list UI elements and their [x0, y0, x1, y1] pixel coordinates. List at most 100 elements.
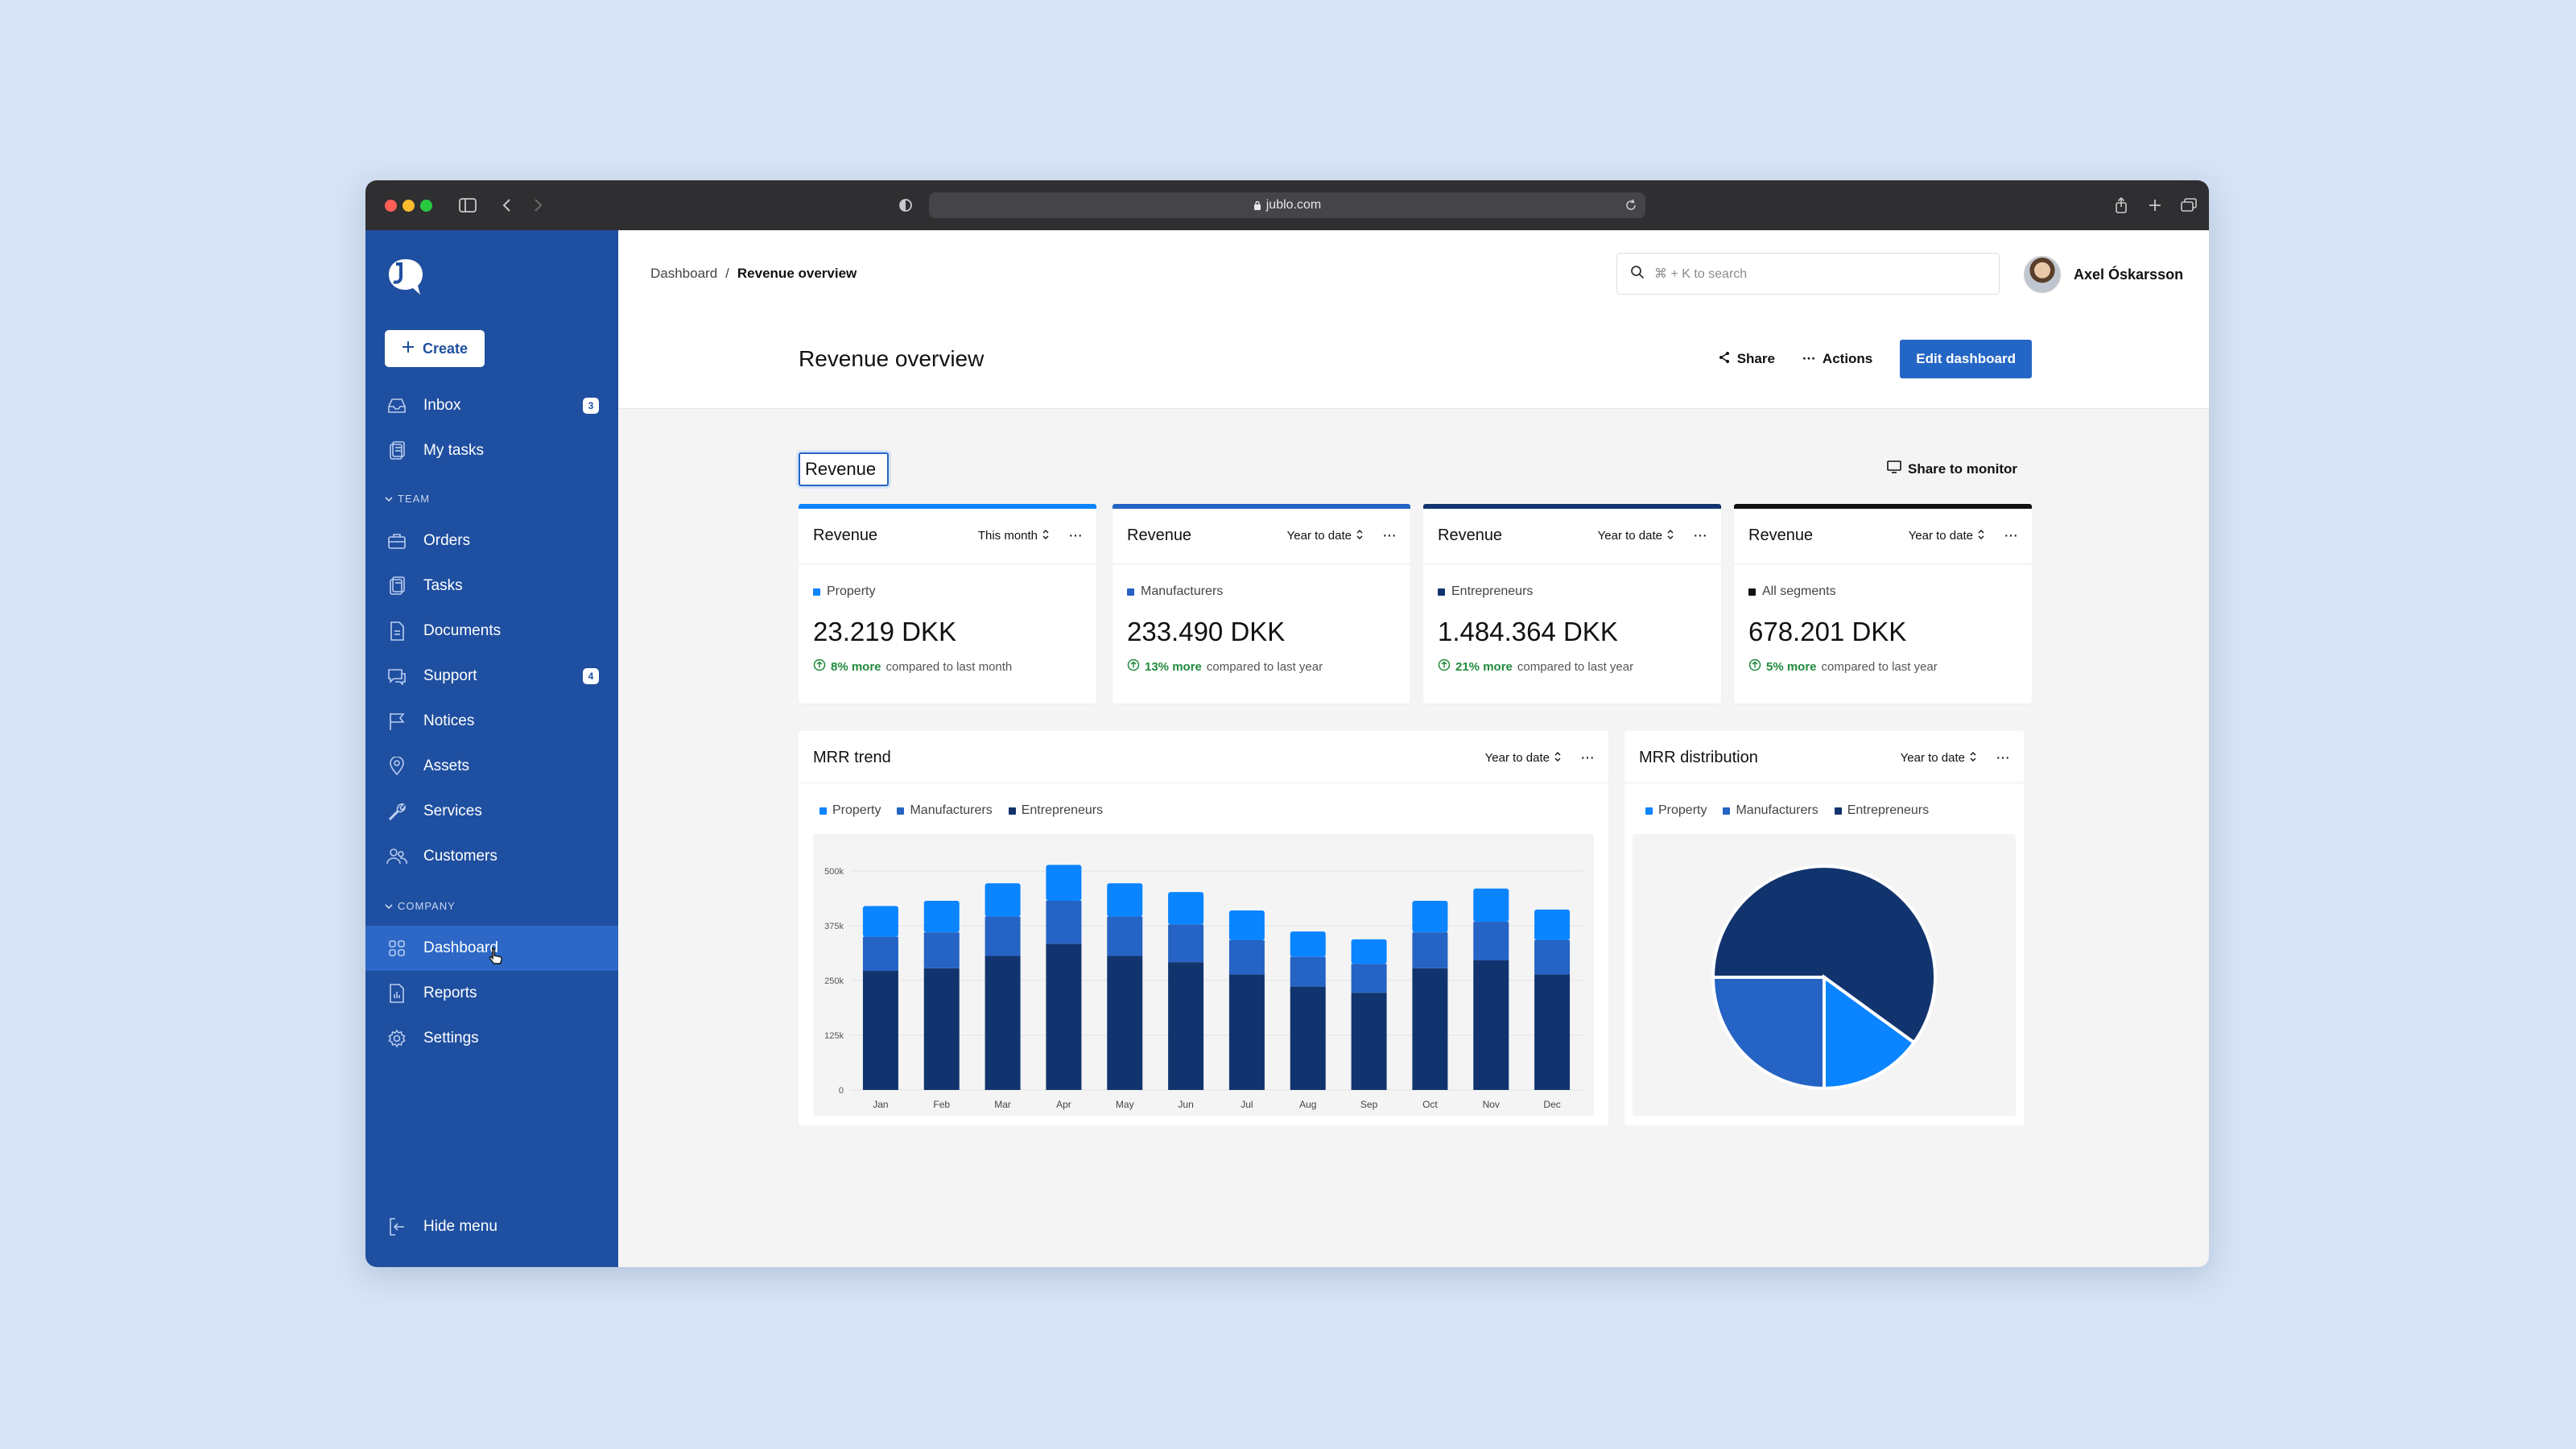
- more-options-icon[interactable]: ···: [2004, 526, 2018, 544]
- bar-segment-entrepreneurs[interactable]: [1412, 968, 1448, 1090]
- more-options-icon[interactable]: ···: [1068, 526, 1083, 544]
- privacy-shield-icon[interactable]: [894, 193, 918, 217]
- share-to-monitor-button[interactable]: Share to monitor: [1887, 460, 2017, 477]
- x-tick-label: May: [1116, 1099, 1134, 1110]
- sidebar-item-documents[interactable]: Documents: [365, 609, 618, 654]
- bar-segment-entrepreneurs[interactable]: [1228, 974, 1265, 1090]
- pie-slice-property[interactable]: [1823, 974, 1917, 1091]
- bar-segment-property[interactable]: [985, 883, 1021, 917]
- bar-segment-property[interactable]: [1473, 888, 1509, 923]
- bar-segment-entrepreneurs[interactable]: [1473, 960, 1509, 1090]
- kpi-range-select[interactable]: Year to date: [1287, 529, 1363, 543]
- bar-segment-entrepreneurs[interactable]: [1046, 943, 1082, 1090]
- legend-item: Entrepreneurs: [1834, 803, 1929, 818]
- bar-segment-property[interactable]: [862, 906, 898, 937]
- kpi-range-select[interactable]: This month: [978, 529, 1049, 543]
- chart-legend: Property Manufacturers Entrepreneurs: [819, 803, 1103, 818]
- x-tick-label: Mar: [994, 1099, 1011, 1110]
- bar-segment-manufacturers[interactable]: [1107, 916, 1143, 956]
- bar-segment-manufacturers[interactable]: [862, 936, 898, 972]
- bar-segment-entrepreneurs[interactable]: [1534, 974, 1571, 1090]
- bar-segment-property[interactable]: [1228, 910, 1265, 940]
- panel-range-select[interactable]: Year to date: [1485, 751, 1561, 765]
- team-section-label: TEAM: [398, 493, 431, 505]
- y-tick-label: 250k: [824, 976, 844, 986]
- close-window-button[interactable]: [385, 200, 397, 212]
- bar-segment-property[interactable]: [1351, 939, 1387, 964]
- maximize-window-button[interactable]: [420, 200, 432, 212]
- edit-dashboard-button[interactable]: Edit dashboard: [1900, 340, 2032, 378]
- bar-segment-manufacturers[interactable]: [1473, 922, 1509, 960]
- bar-segment-entrepreneurs[interactable]: [1290, 986, 1326, 1090]
- search-input[interactable]: ⌘ + K to search: [1616, 253, 2000, 295]
- bar-segment-manufacturers[interactable]: [1046, 900, 1082, 944]
- sidebar-item-notices[interactable]: Notices: [365, 699, 618, 744]
- sidebar-item-orders[interactable]: Orders: [365, 518, 618, 564]
- create-button[interactable]: Create: [385, 330, 485, 367]
- kpi-range-select[interactable]: Year to date: [1598, 529, 1674, 543]
- forward-icon[interactable]: [526, 193, 551, 217]
- legend-label: Entrepreneurs: [1021, 803, 1104, 817]
- more-options-icon[interactable]: ···: [1996, 749, 2010, 766]
- company-section-toggle[interactable]: COMPANY: [385, 900, 456, 912]
- sidebar-item-dashboard[interactable]: Dashboard: [365, 926, 618, 971]
- tab-overview-icon[interactable]: [2177, 193, 2201, 217]
- bar-segment-manufacturers[interactable]: [1290, 956, 1326, 987]
- more-options-icon[interactable]: ···: [1382, 526, 1397, 544]
- hide-menu-button[interactable]: Hide menu: [365, 1204, 618, 1249]
- back-icon[interactable]: [494, 193, 518, 217]
- sidebar-item-assets[interactable]: Assets: [365, 744, 618, 789]
- bar-segment-property[interactable]: [1290, 931, 1326, 957]
- share-sheet-icon[interactable]: [2109, 193, 2133, 217]
- create-button-label: Create: [422, 340, 469, 357]
- bar-segment-manufacturers[interactable]: [1228, 939, 1265, 975]
- bar-segment-manufacturers[interactable]: [923, 932, 960, 968]
- bar-segment-manufacturers[interactable]: [1534, 939, 1571, 975]
- sidebar-item-my-tasks[interactable]: My tasks: [365, 428, 618, 473]
- bar-segment-property[interactable]: [1046, 865, 1082, 901]
- new-tab-icon[interactable]: [2143, 193, 2167, 217]
- more-options-icon[interactable]: ···: [1693, 526, 1707, 544]
- panel-range-select[interactable]: Year to date: [1901, 751, 1976, 765]
- sidebar-toggle-icon[interactable]: [456, 193, 480, 217]
- address-bar[interactable]: jublo.com: [929, 192, 1645, 218]
- section-title-input[interactable]: Revenue: [799, 452, 889, 486]
- bar-segment-entrepreneurs[interactable]: [1351, 993, 1387, 1090]
- sidebar-item-services[interactable]: Services: [365, 789, 618, 834]
- share-button[interactable]: Share: [1718, 351, 1775, 368]
- bar-segment-property[interactable]: [923, 900, 960, 933]
- reload-icon[interactable]: [1624, 199, 1637, 212]
- bar-segment-property[interactable]: [1168, 892, 1204, 925]
- panel-title: MRR distribution: [1639, 749, 1758, 766]
- breadcrumb-dashboard-link[interactable]: Dashboard: [650, 266, 718, 281]
- bar-segment-manufacturers[interactable]: [1168, 924, 1204, 963]
- bar-segment-entrepreneurs[interactable]: [923, 968, 960, 1090]
- bar-segment-entrepreneurs[interactable]: [985, 956, 1021, 1090]
- user-menu[interactable]: Axel Óskarsson: [2024, 254, 2183, 295]
- sidebar-item-support[interactable]: Support 4: [365, 654, 618, 699]
- sidebar-item-customers[interactable]: Customers: [365, 834, 618, 879]
- bar-segment-manufacturers[interactable]: [985, 916, 1021, 956]
- minimize-window-button[interactable]: [402, 200, 415, 212]
- more-options-icon[interactable]: ···: [1580, 749, 1595, 766]
- bar-segment-property[interactable]: [1107, 883, 1143, 917]
- actions-menu-button[interactable]: ··· Actions: [1802, 351, 1872, 367]
- bar-segment-manufacturers[interactable]: [1412, 932, 1448, 968]
- kpi-segment: Manufacturers: [1141, 584, 1224, 598]
- sidebar-item-settings[interactable]: Settings: [365, 1016, 618, 1061]
- x-tick-label: Oct: [1422, 1099, 1438, 1110]
- bar-segment-manufacturers[interactable]: [1351, 964, 1387, 993]
- team-section-toggle[interactable]: TEAM: [385, 493, 430, 505]
- pie-slice-entrepreneurs[interactable]: [1711, 865, 1937, 1045]
- kpi-range-select[interactable]: Year to date: [1909, 529, 1984, 543]
- jublo-logo-icon[interactable]: [383, 254, 428, 303]
- bar-segment-property[interactable]: [1534, 909, 1571, 940]
- sidebar-item-inbox[interactable]: Inbox 3: [365, 383, 618, 428]
- sidebar-item-tasks[interactable]: Tasks: [365, 564, 618, 609]
- sidebar-item-reports[interactable]: Reports: [365, 971, 618, 1016]
- bar-segment-entrepreneurs[interactable]: [1168, 962, 1204, 1090]
- bar-segment-property[interactable]: [1412, 900, 1448, 933]
- pie-slice-manufacturers[interactable]: [1711, 976, 1826, 1091]
- bar-segment-entrepreneurs[interactable]: [1107, 956, 1143, 1090]
- bar-segment-entrepreneurs[interactable]: [862, 971, 898, 1090]
